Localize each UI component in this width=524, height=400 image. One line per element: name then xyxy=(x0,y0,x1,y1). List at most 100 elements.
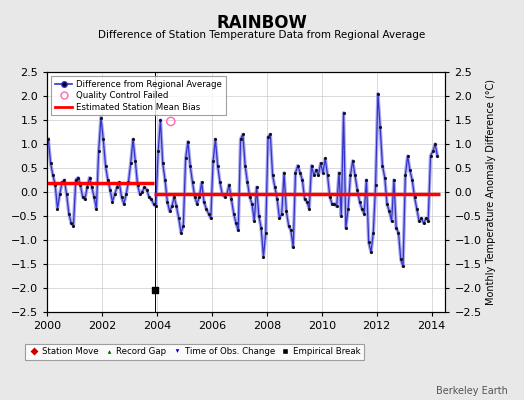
Point xyxy=(325,194,334,200)
Point xyxy=(117,194,126,200)
Point xyxy=(289,244,298,250)
Point xyxy=(365,239,373,246)
Point xyxy=(138,189,146,195)
Point xyxy=(394,230,402,236)
Point xyxy=(342,225,350,231)
Point xyxy=(67,220,75,226)
Legend: Difference from Regional Average, Quality Control Failed, Estimated Station Mean: Difference from Regional Average, Qualit… xyxy=(51,76,226,115)
Point xyxy=(275,215,283,222)
Point xyxy=(62,191,71,198)
Point xyxy=(424,218,432,224)
Point xyxy=(310,172,318,178)
Point xyxy=(49,172,57,178)
Point xyxy=(232,220,240,226)
Y-axis label: Monthly Temperature Anomaly Difference (°C): Monthly Temperature Anomaly Difference (… xyxy=(486,79,496,305)
Point xyxy=(305,206,313,212)
Point xyxy=(170,194,178,200)
Text: Berkeley Earth: Berkeley Earth xyxy=(436,386,508,396)
Point xyxy=(177,230,185,236)
Point xyxy=(99,136,107,142)
Point xyxy=(56,191,64,198)
Point xyxy=(181,155,190,162)
Point xyxy=(97,114,105,121)
Point xyxy=(298,177,307,183)
Point xyxy=(408,177,417,183)
Point xyxy=(344,206,352,212)
Point xyxy=(282,208,290,214)
Point xyxy=(211,136,220,142)
Point xyxy=(124,179,133,186)
Point xyxy=(250,218,258,224)
Point xyxy=(115,179,124,186)
Point xyxy=(264,134,272,140)
Point xyxy=(303,198,311,205)
Point xyxy=(353,186,362,193)
Point xyxy=(88,184,96,190)
Point xyxy=(53,206,62,212)
Point xyxy=(69,222,78,229)
Point xyxy=(253,184,261,190)
Point xyxy=(271,184,279,190)
Point xyxy=(200,198,208,205)
Point xyxy=(145,194,153,200)
Point xyxy=(328,201,336,207)
Point xyxy=(106,186,114,193)
Point xyxy=(65,210,73,217)
Point xyxy=(60,177,69,183)
Point xyxy=(285,222,293,229)
Point xyxy=(410,194,419,200)
Point xyxy=(119,201,128,207)
Point xyxy=(94,148,103,154)
Point xyxy=(143,186,151,193)
Point xyxy=(378,162,387,169)
Point xyxy=(122,191,130,198)
Point xyxy=(167,118,175,125)
Point xyxy=(246,194,254,200)
Point xyxy=(79,194,87,200)
Point xyxy=(362,177,370,183)
Point xyxy=(415,218,423,224)
Point xyxy=(195,194,203,200)
Point xyxy=(111,191,119,198)
Point xyxy=(202,206,211,212)
Point xyxy=(230,210,238,217)
Point xyxy=(369,230,377,236)
Point xyxy=(227,196,236,202)
Point xyxy=(412,206,421,212)
Point xyxy=(238,131,247,138)
Point xyxy=(243,179,252,186)
Point xyxy=(278,210,286,217)
Point xyxy=(248,201,256,207)
Point xyxy=(76,182,84,188)
Point xyxy=(358,206,366,212)
Point xyxy=(293,162,302,169)
Point xyxy=(140,184,149,190)
Point xyxy=(209,158,217,164)
Point xyxy=(307,162,315,169)
Point xyxy=(429,148,437,154)
Point xyxy=(186,162,194,169)
Point xyxy=(316,160,325,166)
Point xyxy=(403,153,412,159)
Point xyxy=(372,182,380,188)
Point xyxy=(198,179,206,186)
Point xyxy=(360,210,368,217)
Point xyxy=(104,177,112,183)
Point xyxy=(191,194,199,200)
Point xyxy=(300,196,309,202)
Point xyxy=(220,194,228,200)
Point xyxy=(390,177,398,183)
Point xyxy=(225,182,233,188)
Point xyxy=(433,153,442,159)
Point xyxy=(161,177,169,183)
Point xyxy=(72,177,80,183)
Point xyxy=(380,174,389,181)
Point xyxy=(314,172,323,178)
Point xyxy=(85,174,94,181)
Point xyxy=(213,162,222,169)
Point xyxy=(291,170,300,176)
Point xyxy=(136,191,144,198)
Point xyxy=(261,230,270,236)
Point xyxy=(337,213,345,219)
Point xyxy=(74,174,82,181)
